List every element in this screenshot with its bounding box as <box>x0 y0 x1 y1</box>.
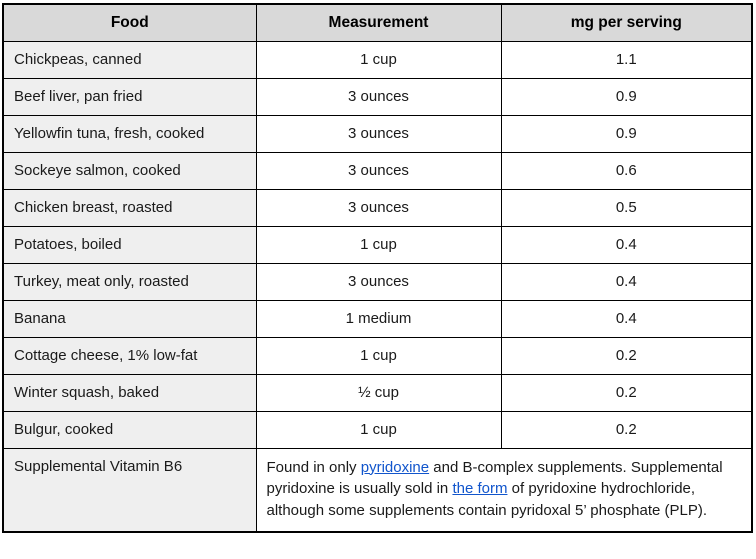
note-row: Supplemental Vitamin B6 Found in only py… <box>2 447 753 533</box>
cell-food: Potatoes, boiled <box>2 225 257 264</box>
cell-mg-per-serving: 0.2 <box>500 410 753 449</box>
table-row: Chicken breast, roasted 3 ounces 0.5 <box>2 188 753 227</box>
cell-measurement: 3 ounces <box>255 77 502 116</box>
table-row: Sockeye salmon, cooked 3 ounces 0.6 <box>2 151 753 190</box>
note-cell: Found in only pyridoxine and B-complex s… <box>255 447 753 533</box>
cell-mg-per-serving: 0.4 <box>500 262 753 301</box>
table-row: Turkey, meat only, roasted 3 ounces 0.4 <box>2 262 753 301</box>
cell-mg-per-serving: 0.4 <box>500 225 753 264</box>
table-row: Yellowfin tuna, fresh, cooked 3 ounces 0.9 <box>2 114 753 153</box>
cell-food: Beef liver, pan fried <box>2 77 257 116</box>
page: Food Measurement mg per serving Chickpea… <box>2 3 753 533</box>
cell-mg-per-serving: 0.4 <box>500 299 753 338</box>
col-header-measurement: Measurement <box>255 3 502 42</box>
table-footer: Supplemental Vitamin B6 Found in only py… <box>2 447 753 533</box>
note-row-label: Supplemental Vitamin B6 <box>2 447 257 533</box>
cell-measurement: 1 cup <box>255 40 502 79</box>
cell-food: Chickpeas, canned <box>2 40 257 79</box>
table-row: Bulgur, cooked 1 cup 0.2 <box>2 410 753 449</box>
cell-measurement: 1 cup <box>255 225 502 264</box>
cell-food: Turkey, meat only, roasted <box>2 262 257 301</box>
cell-measurement: 3 ounces <box>255 188 502 227</box>
cell-mg-per-serving: 0.9 <box>500 77 753 116</box>
table-row: Winter squash, baked ½ cup 0.2 <box>2 373 753 412</box>
cell-measurement: 1 cup <box>255 410 502 449</box>
note-link[interactable]: pyridoxine <box>360 458 430 476</box>
cell-food: Sockeye salmon, cooked <box>2 151 257 190</box>
cell-mg-per-serving: 0.2 <box>500 373 753 412</box>
col-header-mg-per-serving: mg per serving <box>500 3 753 42</box>
note-text-segment: and B-complex supplements. Supplemental … <box>266 458 723 498</box>
table-body: Chickpeas, canned 1 cup 1.1 Beef liver, pan… <box>2 40 753 449</box>
cell-mg-per-serving: 1.1 <box>500 40 753 79</box>
cell-measurement: 3 ounces <box>255 151 502 190</box>
table-row: Potatoes, boiled 1 cup 0.4 <box>2 225 753 264</box>
vitamin-b6-table: Food Measurement mg per serving Chickpea… <box>2 3 753 533</box>
note-text-segment: of pyridoxine hydrochloride, although so… <box>266 480 708 519</box>
cell-measurement: 3 ounces <box>255 114 502 153</box>
table-row: Cottage cheese, 1% low-fat 1 cup 0.2 <box>2 336 753 375</box>
cell-measurement: ½ cup <box>255 373 502 412</box>
cell-food: Banana <box>2 299 257 338</box>
cell-mg-per-serving: 0.6 <box>500 151 753 190</box>
table-row: Beef liver, pan fried 3 ounces 0.9 <box>2 77 753 116</box>
cell-food: Winter squash, baked <box>2 373 257 412</box>
table-row: Chickpeas, canned 1 cup 1.1 <box>2 40 753 79</box>
table-row: Banana 1 medium 0.4 <box>2 299 753 338</box>
cell-measurement: 1 cup <box>255 336 502 375</box>
cell-mg-per-serving: 0.5 <box>500 188 753 227</box>
cell-mg-per-serving: 0.2 <box>500 336 753 375</box>
cell-measurement: 1 medium <box>255 299 502 338</box>
col-header-food: Food <box>2 3 257 42</box>
note-link[interactable]: the form <box>452 480 508 497</box>
cell-measurement: 3 ounces <box>255 262 502 301</box>
cell-food: Chicken breast, roasted <box>2 188 257 227</box>
header-row: Food Measurement mg per serving <box>2 3 753 42</box>
cell-food: Bulgur, cooked <box>2 410 257 449</box>
cell-food: Cottage cheese, 1% low-fat <box>2 336 257 375</box>
note-text-segment: Found in only <box>266 458 361 476</box>
cell-mg-per-serving: 0.9 <box>500 114 753 153</box>
cell-food: Yellowfin tuna, fresh, cooked <box>2 114 257 153</box>
